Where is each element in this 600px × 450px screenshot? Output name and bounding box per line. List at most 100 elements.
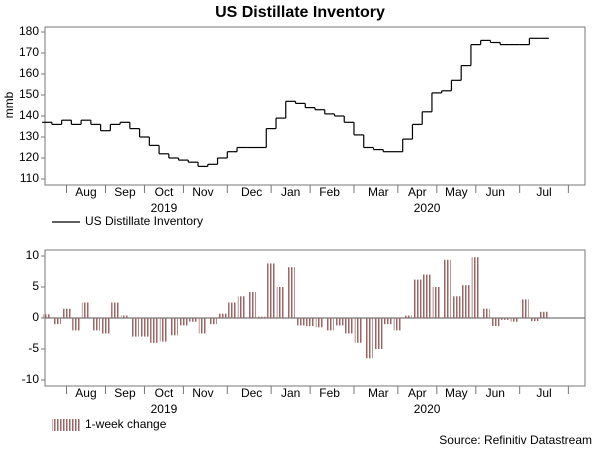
year-label: 2019: [151, 402, 178, 416]
bar: [325, 318, 334, 331]
bar: [52, 318, 61, 325]
y-tick-label: 160: [19, 66, 39, 80]
bar: [510, 318, 519, 322]
y-tick-label: 150: [19, 87, 39, 101]
x-tick-label: Apr: [408, 386, 427, 400]
bar: [286, 267, 295, 318]
bar: [345, 318, 354, 334]
bar: [276, 287, 285, 318]
y-tick-label: 110: [20, 171, 39, 185]
x-tick-label: Feb: [319, 185, 340, 199]
bar: [315, 318, 324, 328]
bar: [62, 308, 71, 318]
x-tick-label: Jun: [486, 185, 505, 199]
x-tick-label: Aug: [75, 185, 96, 199]
bar: [306, 318, 315, 327]
x-tick-label: Dec: [241, 386, 262, 400]
bar: [335, 318, 344, 326]
bar: [267, 263, 276, 318]
bar: [481, 308, 490, 318]
bar: [442, 259, 451, 318]
bar: [432, 287, 441, 318]
bar: [198, 318, 208, 334]
y-tick-label: -5: [28, 341, 39, 355]
x-tick-label: Oct: [155, 185, 174, 199]
source-note: Source: Refinitiv Datastream: [439, 433, 592, 447]
bar: [228, 302, 237, 318]
bar: [354, 318, 363, 343]
bar: [461, 285, 471, 318]
bar: [393, 318, 402, 331]
bar: [471, 257, 480, 318]
bar: [491, 318, 500, 327]
bar: [403, 315, 412, 318]
bar: [539, 311, 549, 318]
y-tick-label: 5: [32, 279, 39, 293]
bar: [208, 318, 217, 325]
x-tick-label: Nov: [192, 386, 213, 400]
bar: [111, 302, 120, 318]
x-tick-label: Nov: [192, 185, 213, 199]
year-label: 2020: [414, 201, 441, 215]
y-tick-label: 180: [19, 24, 39, 38]
bar: [150, 318, 159, 343]
bar: [296, 318, 305, 326]
year-label: 2020: [414, 402, 441, 416]
x-tick-label: Jul: [536, 386, 551, 400]
bar: [247, 291, 256, 318]
legend-symbol: [52, 419, 80, 431]
y-tick-label: 140: [19, 108, 39, 122]
bar: [364, 318, 373, 359]
legend-label: US Distillate Inventory: [85, 214, 203, 228]
year-label: 2019: [151, 201, 178, 215]
bar: [42, 314, 52, 318]
bar: [520, 299, 529, 318]
x-tick-label: Sep: [114, 386, 136, 400]
chart-title: US Distillate Inventory: [215, 4, 385, 21]
bar: [189, 318, 198, 322]
bar: [130, 318, 139, 337]
x-tick-label: Jan: [281, 386, 300, 400]
y-tick-label: 170: [19, 45, 39, 59]
bar: [374, 318, 383, 349]
y-axis-label: mmb: [2, 91, 16, 118]
x-tick-label: Oct: [155, 386, 174, 400]
bar: [237, 296, 247, 318]
x-tick-label: Mar: [368, 185, 389, 199]
bar: [530, 318, 539, 322]
bar: [413, 279, 422, 318]
x-tick-label: Aug: [75, 386, 96, 400]
bar: [120, 315, 130, 318]
x-tick-label: Feb: [319, 386, 340, 400]
legend-label: 1-week change: [85, 417, 167, 431]
y-tick-label: 130: [19, 129, 39, 143]
bar: [179, 318, 188, 326]
x-tick-label: Jun: [486, 386, 505, 400]
y-tick-label: 10: [26, 248, 40, 262]
x-tick-label: May: [445, 185, 468, 199]
plot-frame: [44, 26, 586, 186]
bar: [159, 318, 169, 342]
x-tick-label: Sep: [114, 185, 136, 199]
bar: [81, 302, 91, 318]
x-tick-label: Apr: [408, 185, 427, 199]
x-tick-label: Dec: [241, 185, 262, 199]
bar: [422, 274, 432, 318]
bar: [140, 318, 149, 337]
y-tick-label: 120: [19, 150, 39, 164]
x-tick-label: May: [445, 386, 468, 400]
bar: [500, 318, 510, 320]
y-tick-label: 0: [32, 310, 39, 324]
y-tick-label: -10: [22, 372, 40, 386]
bar: [218, 313, 227, 318]
x-tick-label: Jul: [536, 185, 551, 199]
bar: [257, 316, 266, 318]
bar: [452, 296, 461, 318]
bar: [383, 318, 393, 325]
bar: [91, 318, 100, 331]
x-tick-label: Jan: [281, 185, 300, 199]
x-tick-label: Mar: [368, 386, 389, 400]
bar: [72, 318, 81, 331]
